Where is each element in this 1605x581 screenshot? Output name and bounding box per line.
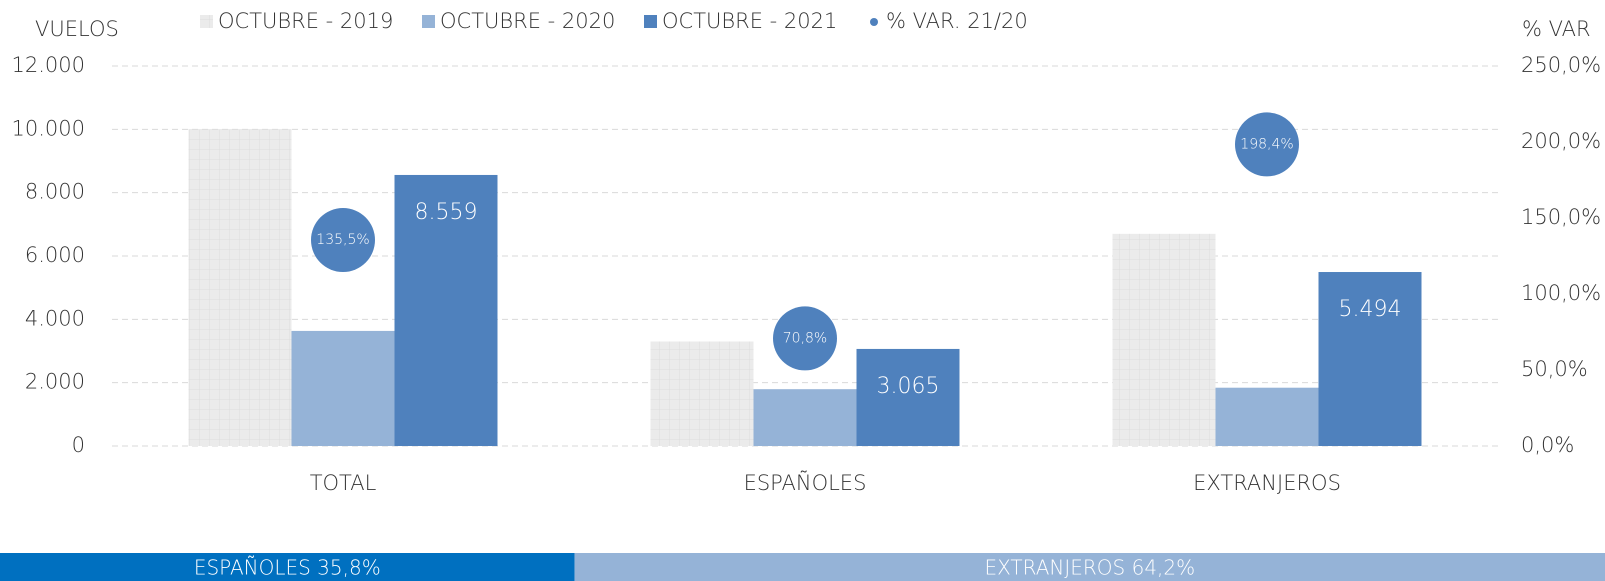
y-axis-title: VUELOS [35,17,119,41]
x-tick-label: TOTAL [310,471,377,495]
bar [753,389,857,446]
y-tick-label: 12.000 [12,53,85,77]
share-label: ESPAÑOLES 35,8% [194,556,381,580]
y2-tick-label: 250,0% [1521,53,1601,77]
legend-label: OCTUBRE - 2020 [440,9,615,33]
x-tick-label: ESPAÑOLES [744,470,867,495]
bar [1112,233,1216,446]
y2-axis-title: % VAR [1522,17,1591,41]
bar [188,129,292,447]
bar [650,341,754,446]
bar-value-label: 8.559 [415,200,478,225]
variation-label: 70,8% [783,330,827,346]
share-segment [574,553,1605,581]
y-tick-label: 8.000 [25,180,85,204]
y-tick-label: 10.000 [12,116,85,140]
bar [1318,272,1422,446]
legend-label: % VAR. 21/20 [886,9,1028,33]
y2-tick-label: 50,0% [1521,357,1588,381]
bar [1215,387,1319,446]
bar-value-label: 3.065 [877,374,940,399]
legend-label: OCTUBRE - 2019 [218,9,393,33]
y2-tick-label: 100,0% [1521,281,1601,305]
y-tick-label: 0 [72,433,85,457]
variation-label: 135,5% [316,232,369,248]
share-label: EXTRANJEROS 64,2% [984,556,1195,580]
bar [394,174,498,446]
variation-label: 198,4% [1240,136,1293,152]
variation-bubble [773,306,837,371]
y-tick-label: 4.000 [25,306,85,330]
bar-value-label: 5.494 [1339,297,1402,322]
variation-bubble [311,208,375,273]
y-tick-label: 2.000 [25,370,85,394]
y2-tick-label: 200,0% [1521,129,1601,153]
y2-tick-label: 150,0% [1521,205,1601,229]
variation-bubble [1235,112,1299,177]
bar [291,330,395,446]
legend-swatch [870,18,878,26]
legend-swatch [200,15,213,28]
x-tick-label: EXTRANJEROS [1193,471,1341,495]
y2-tick-label: 0,0% [1521,433,1574,457]
share-segment [0,553,575,581]
legend-swatch [644,15,657,28]
legend-label: OCTUBRE - 2021 [662,9,837,33]
y-tick-label: 6.000 [25,243,85,267]
bar [856,348,960,446]
legend-swatch [422,15,435,28]
